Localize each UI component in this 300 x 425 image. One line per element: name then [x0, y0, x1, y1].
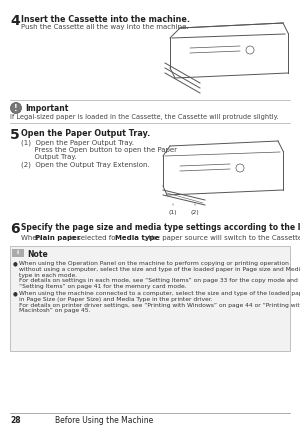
- Text: Press the Open button to open the Paper: Press the Open button to open the Paper: [21, 147, 177, 153]
- Text: Open the Paper Output Tray.: Open the Paper Output Tray.: [21, 129, 150, 138]
- Text: is selected for: is selected for: [67, 235, 120, 241]
- Text: ●: ●: [13, 291, 18, 296]
- Text: Specify the page size and media type settings according to the loaded paper.: Specify the page size and media type set…: [21, 223, 300, 232]
- Text: type in each mode.: type in each mode.: [19, 272, 77, 278]
- FancyBboxPatch shape: [10, 246, 290, 351]
- Text: 6: 6: [10, 222, 20, 236]
- Text: Output Tray.: Output Tray.: [21, 154, 77, 160]
- Text: (2): (2): [190, 210, 200, 215]
- Text: in Page Size (or Paper Size) and Media Type in the printer driver.: in Page Size (or Paper Size) and Media T…: [19, 297, 213, 302]
- Text: i: i: [17, 250, 19, 255]
- FancyBboxPatch shape: [12, 249, 24, 257]
- Text: , the paper source will switch to the Cassette.: , the paper source will switch to the Ca…: [144, 235, 300, 241]
- Text: (1)  Open the Paper Output Tray.: (1) Open the Paper Output Tray.: [21, 140, 134, 147]
- Text: When: When: [21, 235, 44, 241]
- Text: Important: Important: [25, 104, 68, 113]
- Text: When using the machine connected to a computer, select the size and type of the : When using the machine connected to a co…: [19, 291, 300, 296]
- Text: For details on settings in each mode, see “Setting Items” on page 33 for the cop: For details on settings in each mode, se…: [19, 278, 298, 283]
- Text: “Setting Items” on page 41 for the memory card mode.: “Setting Items” on page 41 for the memor…: [19, 284, 187, 289]
- Text: 5: 5: [10, 128, 20, 142]
- Text: Insert the Cassette into the machine.: Insert the Cassette into the machine.: [21, 15, 190, 24]
- Text: When using the Operation Panel on the machine to perform copying or printing ope: When using the Operation Panel on the ma…: [19, 261, 289, 266]
- Text: (1): (1): [169, 210, 177, 215]
- Text: Push the Cassette all the way into the machine.: Push the Cassette all the way into the m…: [21, 24, 189, 30]
- Text: 4: 4: [10, 14, 20, 28]
- Text: Before Using the Machine: Before Using the Machine: [55, 416, 153, 425]
- Text: Macintosh” on page 45.: Macintosh” on page 45.: [19, 309, 91, 313]
- Text: without using a computer, select the size and type of the loaded paper in Page s: without using a computer, select the siz…: [19, 267, 300, 272]
- Text: !: !: [14, 104, 18, 113]
- Text: Plain paper: Plain paper: [35, 235, 81, 241]
- Text: If Legal-sized paper is loaded in the Cassette, the Cassette will protrude sligh: If Legal-sized paper is loaded in the Ca…: [10, 114, 279, 120]
- Text: For details on printer driver settings, see “Printing with Windows” on page 44 o: For details on printer driver settings, …: [19, 303, 300, 308]
- Text: (2)  Open the Output Tray Extension.: (2) Open the Output Tray Extension.: [21, 162, 150, 168]
- Text: Note: Note: [27, 250, 48, 259]
- Circle shape: [11, 102, 22, 113]
- Text: 28: 28: [10, 416, 21, 425]
- Text: ●: ●: [13, 261, 18, 266]
- Text: Media type: Media type: [115, 235, 159, 241]
